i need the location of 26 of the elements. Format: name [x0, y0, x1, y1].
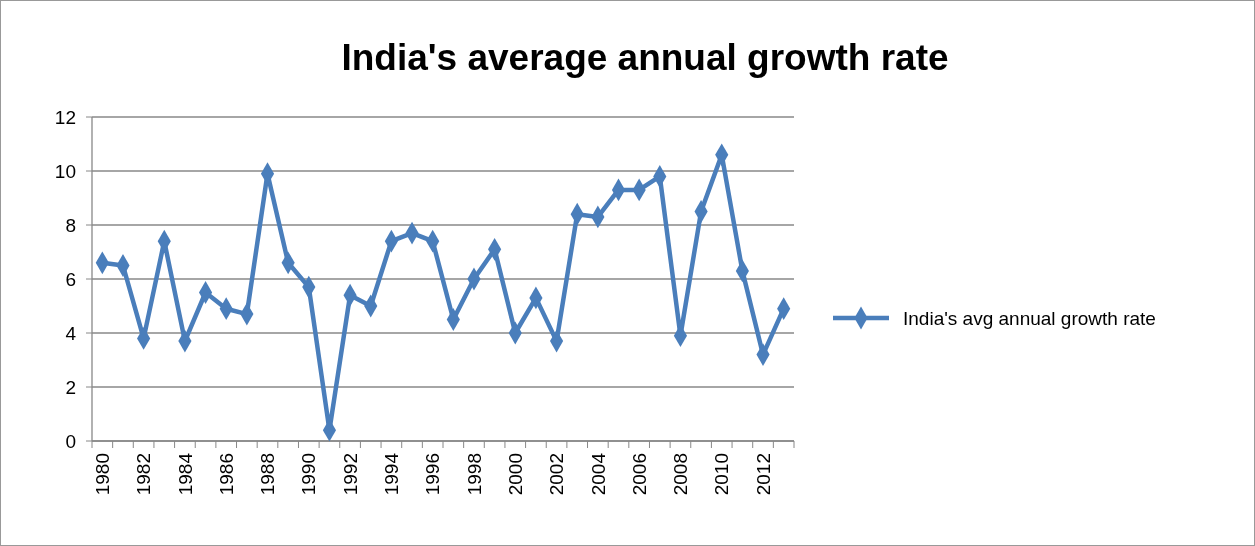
y-tick-label: 10	[54, 160, 76, 182]
chart-title: India's average annual growth rate	[341, 37, 949, 78]
x-tick-label: 1984	[174, 452, 196, 496]
x-tick-label: 2004	[587, 452, 609, 496]
x-tick-label: 2002	[546, 453, 568, 496]
y-tick-label: 6	[65, 268, 76, 290]
x-tick-label: 1998	[463, 453, 485, 496]
x-tick-label: 2012	[752, 453, 774, 496]
y-tick-label: 4	[65, 322, 77, 344]
x-tick-label: 1996	[422, 453, 444, 496]
x-tick-label: 1990	[298, 453, 320, 496]
x-tick-label: 1994	[381, 452, 403, 496]
x-tick-label: 2000	[504, 453, 526, 496]
y-tick-label: 8	[65, 214, 76, 236]
y-tick-label: 0	[65, 430, 76, 452]
x-tick-label: 2010	[711, 453, 733, 496]
x-tick-label: 1982	[133, 453, 155, 496]
x-tick-label: 2008	[670, 453, 692, 496]
y-tick-label: 2	[65, 376, 76, 398]
x-tick-label: 2006	[628, 453, 650, 496]
y-tick-label: 12	[54, 106, 76, 128]
x-tick-label: 1980	[91, 453, 113, 496]
x-tick-label: 1988	[257, 453, 279, 496]
x-tick-label: 1992	[339, 453, 361, 496]
legend-label: India's avg annual growth rate	[903, 307, 1156, 329]
x-tick-label: 1986	[215, 453, 237, 496]
